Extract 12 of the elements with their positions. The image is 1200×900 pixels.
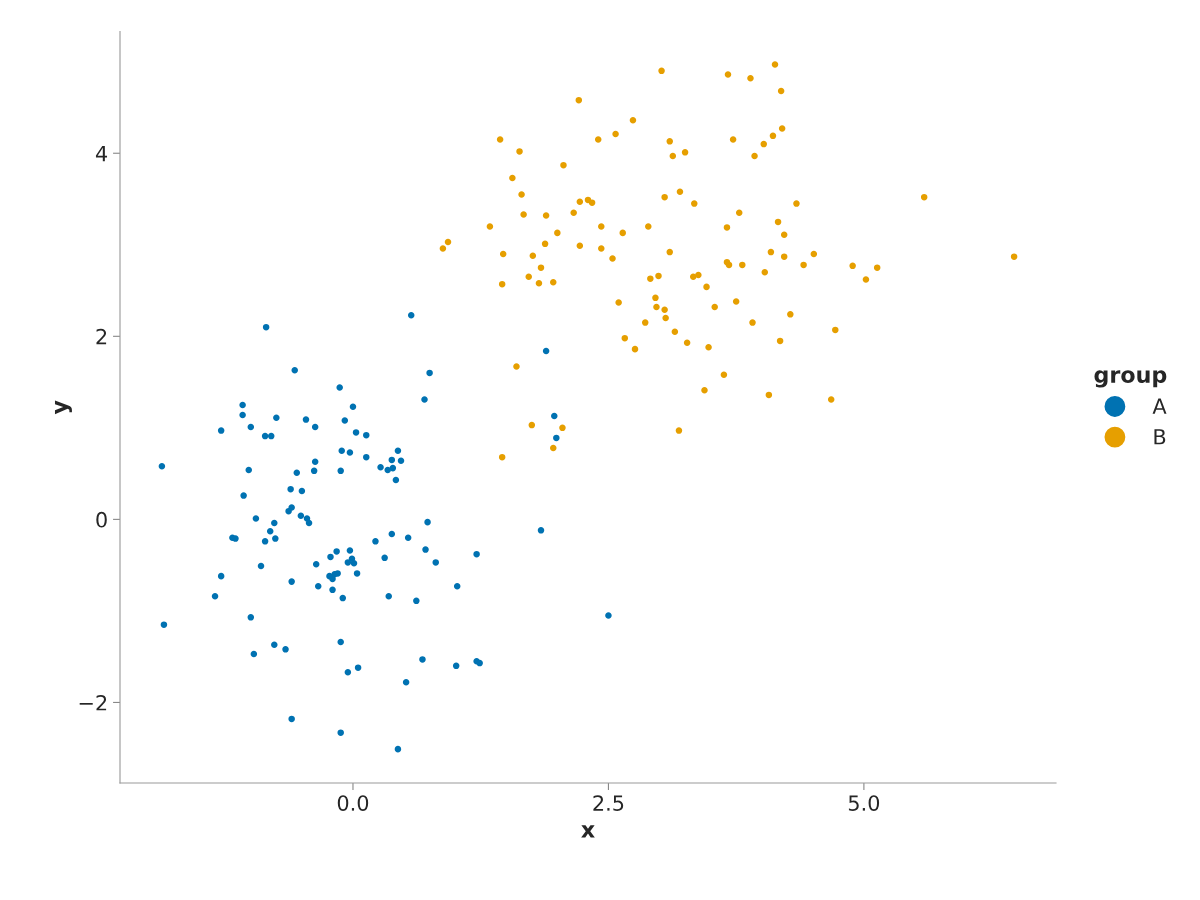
x-axis-title: x xyxy=(581,825,595,838)
y-tick-label: 2 xyxy=(96,328,107,345)
y-tick-label: 0 xyxy=(96,511,107,528)
x-tick-label: 2.5 xyxy=(593,795,624,811)
x-tick-label: 0.0 xyxy=(337,795,369,811)
legend-label: A xyxy=(1152,398,1167,414)
legend-label: B xyxy=(1154,429,1166,445)
y-axis-title: y xyxy=(54,400,72,415)
y-tick-label: −2 xyxy=(79,694,107,711)
legend-title: group xyxy=(1094,370,1167,388)
x-tick-label: 5.0 xyxy=(848,795,880,811)
y-tick-label: 4 xyxy=(95,145,108,162)
